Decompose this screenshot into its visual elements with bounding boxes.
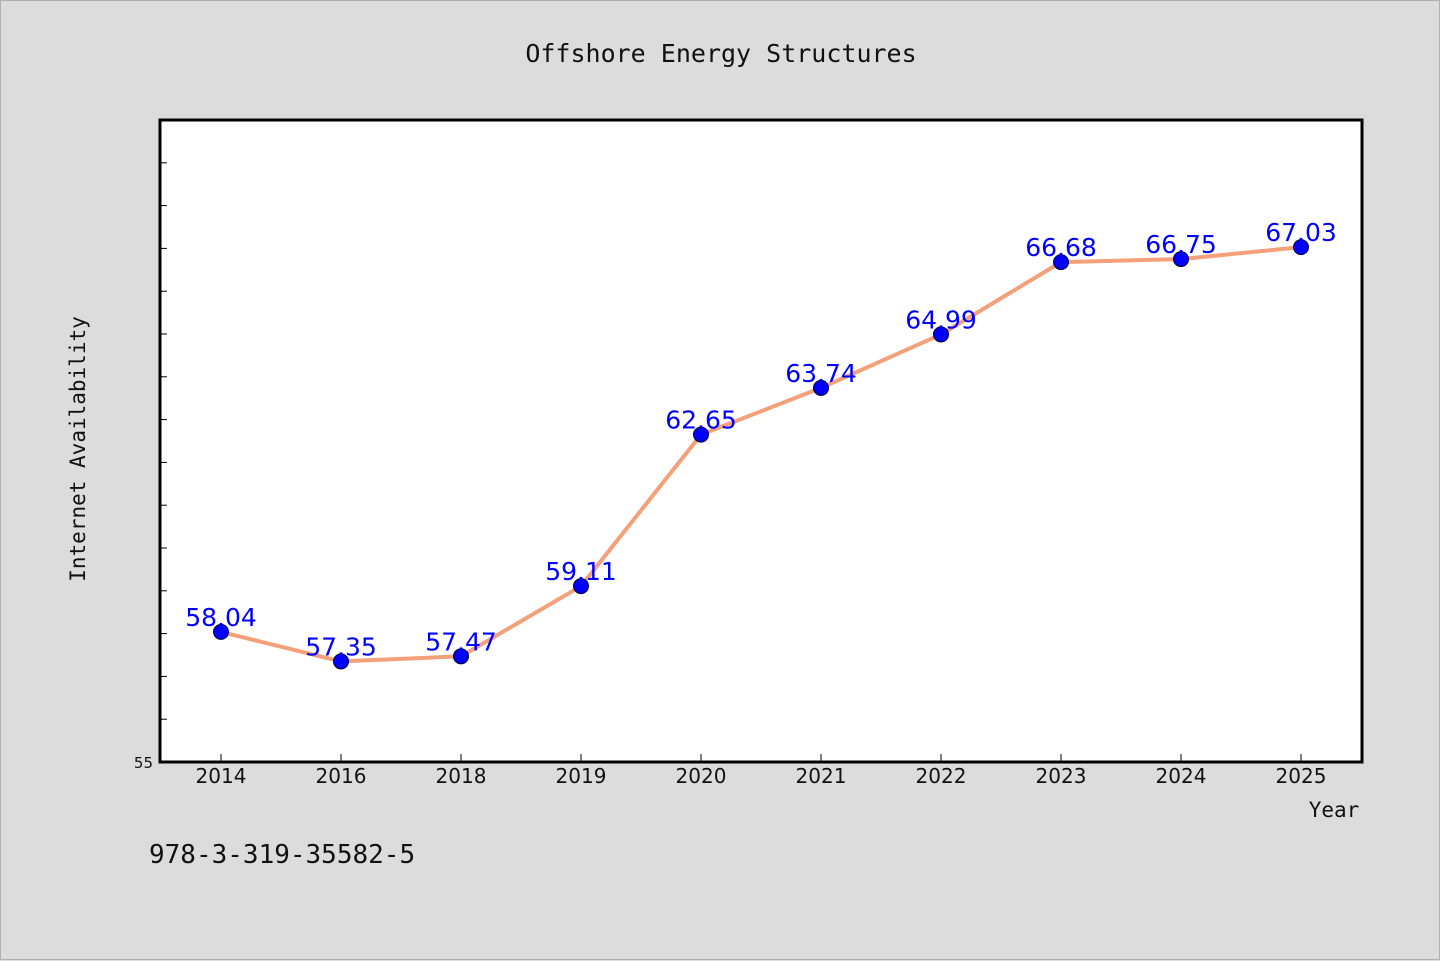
data-point xyxy=(213,623,229,640)
data-label: 66.75 xyxy=(1145,230,1217,259)
x-tick-label: 2025 xyxy=(1276,764,1327,788)
x-tick-label: 2018 xyxy=(436,764,487,788)
y-axis-ticks xyxy=(160,119,167,763)
data-label: 57.47 xyxy=(425,627,497,656)
x-tick-label: 2023 xyxy=(1036,764,1087,788)
y-tick-label: 55 xyxy=(134,754,153,772)
footnote-isbn: 978-3-319-35582-5 xyxy=(149,840,415,870)
series-markers xyxy=(213,239,1309,670)
data-point xyxy=(1293,239,1309,256)
data-labels: 58.04 57.35 57.47 59.11 62.65 63.74 64.99 66.68… xyxy=(185,218,1337,661)
x-tick-label: 2024 xyxy=(1156,764,1207,788)
x-tick-label: 2022 xyxy=(916,764,967,788)
data-point xyxy=(1053,254,1069,271)
chart-title: Offshore Energy Structures xyxy=(525,39,916,68)
data-point xyxy=(1173,251,1189,268)
data-label: 64.99 xyxy=(905,305,977,334)
data-label: 58.04 xyxy=(185,603,257,632)
data-label: 66.68 xyxy=(1025,233,1097,262)
x-tick-label: 2014 xyxy=(196,764,247,788)
data-point xyxy=(933,326,949,343)
x-axis-ticks xyxy=(220,754,1302,762)
data-point xyxy=(573,578,589,595)
y-axis-label: Internet Availability xyxy=(66,316,90,582)
plot-area xyxy=(158,118,1364,764)
x-tick-label: 2019 xyxy=(556,764,607,788)
data-point xyxy=(453,648,469,665)
x-axis-label: Year xyxy=(1309,798,1360,822)
data-label: 59.11 xyxy=(545,557,617,586)
data-label: 67.03 xyxy=(1265,218,1337,247)
data-label: 63.74 xyxy=(785,359,857,388)
data-point xyxy=(813,379,829,396)
x-tick-label: 2021 xyxy=(796,764,847,788)
x-tick-labels: 2014 2016 2018 2019 2020 2021 2022 2023 2024 2025 xyxy=(196,764,1327,788)
series-line xyxy=(220,245,1302,664)
data-label: 62.65 xyxy=(665,406,737,435)
data-label: 57.35 xyxy=(305,632,377,661)
data-point xyxy=(693,426,709,443)
x-tick-label: 2016 xyxy=(316,764,367,788)
data-point xyxy=(333,653,349,670)
x-tick-label: 2020 xyxy=(676,764,727,788)
